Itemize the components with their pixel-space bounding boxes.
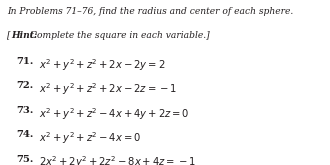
Text: Complete the square in each variable.]: Complete the square in each variable.] [30,31,210,40]
Text: 73.: 73. [16,106,33,115]
Text: 72.: 72. [16,81,33,90]
Text: 74.: 74. [16,130,33,139]
Text: 71.: 71. [16,57,33,66]
Text: $x^2 + y^2 + z^2 - 4x + 4y + 2z = 0$: $x^2 + y^2 + z^2 - 4x + 4y + 2z = 0$ [39,106,189,122]
Text: 75.: 75. [16,155,33,164]
Text: $2x^2 + 2y^2 + 2z^2 - 8x + 4z = -1$: $2x^2 + 2y^2 + 2z^2 - 8x + 4z = -1$ [39,155,196,165]
Text: [: [ [7,31,11,40]
Text: $x^2 + y^2 + z^2 + 2x - 2y = 2$: $x^2 + y^2 + z^2 + 2x - 2y = 2$ [39,57,165,73]
Text: In Problems 71–76, find the radius and center of each sphere.: In Problems 71–76, find the radius and c… [7,7,293,16]
Text: $x^2 + y^2 + z^2 + 2x - 2z = -1$: $x^2 + y^2 + z^2 + 2x - 2z = -1$ [39,81,177,97]
Text: Hint:: Hint: [11,31,37,40]
Text: $x^2 + y^2 + z^2 - 4x = 0$: $x^2 + y^2 + z^2 - 4x = 0$ [39,130,141,146]
